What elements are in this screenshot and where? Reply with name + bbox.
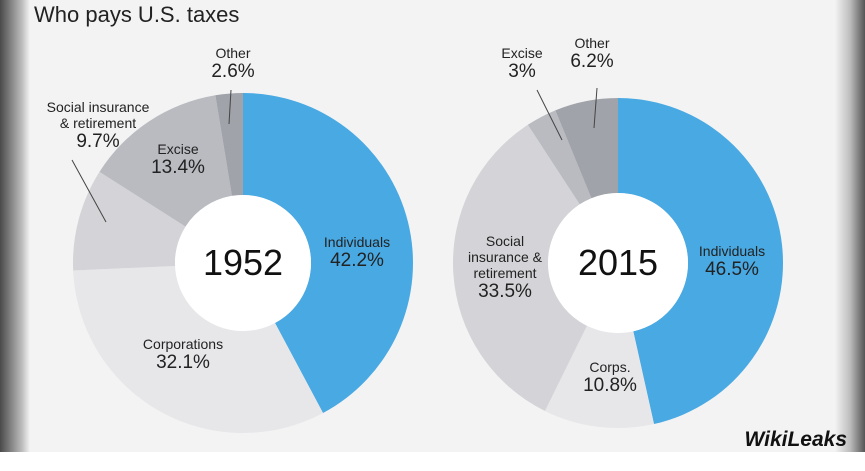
donut-slice xyxy=(215,93,243,196)
donut-slice xyxy=(243,93,414,413)
slice-label: Individuals 42.2% xyxy=(324,234,390,272)
donut-slice xyxy=(527,110,592,205)
value-label: 32.1% xyxy=(156,352,210,374)
slice-label: Social insurance & retirement 33.5% xyxy=(468,233,542,303)
value-label: 10.8% xyxy=(583,375,637,397)
donut-slice xyxy=(99,95,232,227)
category-name: Social insurance & retirement xyxy=(46,98,150,132)
donut-slice xyxy=(544,325,654,428)
value-label: 33.5% xyxy=(478,281,532,303)
value-label: 46.5% xyxy=(705,259,759,281)
donut-slice xyxy=(73,265,324,433)
center-label: 2015 xyxy=(577,242,659,283)
slice-label: Corps. 10.8% xyxy=(583,359,637,397)
slice-label: Social insurance & retirement 9.7% xyxy=(47,99,150,153)
value-label: 3% xyxy=(508,61,536,83)
donut-slice xyxy=(453,124,588,411)
category-name: Social insurance & retirement xyxy=(468,232,542,282)
value-label: 9.7% xyxy=(76,131,120,153)
center-label: 1952 xyxy=(202,242,284,283)
leader-line xyxy=(71,159,107,223)
value-label: 42.2% xyxy=(330,250,384,272)
donut-slice xyxy=(555,98,618,199)
donut-slice xyxy=(618,98,784,425)
slice-label: Other 6.2% xyxy=(570,35,613,73)
leader-line xyxy=(536,89,563,141)
slice-label: Individuals 46.5% xyxy=(699,243,765,281)
value-label: 6.2% xyxy=(570,51,614,73)
category-name: Excise xyxy=(501,45,543,62)
category-name: Excise xyxy=(157,141,199,158)
category-name: Individuals xyxy=(323,234,391,251)
category-name: Corporations xyxy=(142,336,224,353)
slice-label: Excise 3% xyxy=(501,45,542,83)
donut-hole xyxy=(548,193,688,333)
donut-slice xyxy=(72,171,186,271)
category-name: Individuals xyxy=(698,243,766,260)
leader-line xyxy=(228,89,232,125)
value-label: 13.4% xyxy=(151,157,205,179)
slice-label: Excise 13.4% xyxy=(151,141,205,179)
title: Who pays U.S. taxes xyxy=(34,2,240,27)
category-name: Other xyxy=(215,45,251,62)
watermark: WikiLeaks xyxy=(744,428,847,451)
bottom-strip xyxy=(0,452,865,471)
slice-label: Other 2.6% xyxy=(211,45,254,83)
value-label: 2.6% xyxy=(211,61,255,83)
slice-label: Corporations 32.1% xyxy=(143,336,223,374)
leader-line xyxy=(593,87,598,129)
category-name: Corps. xyxy=(589,359,631,376)
category-name: Other xyxy=(574,35,610,52)
donut-hole xyxy=(175,195,311,331)
